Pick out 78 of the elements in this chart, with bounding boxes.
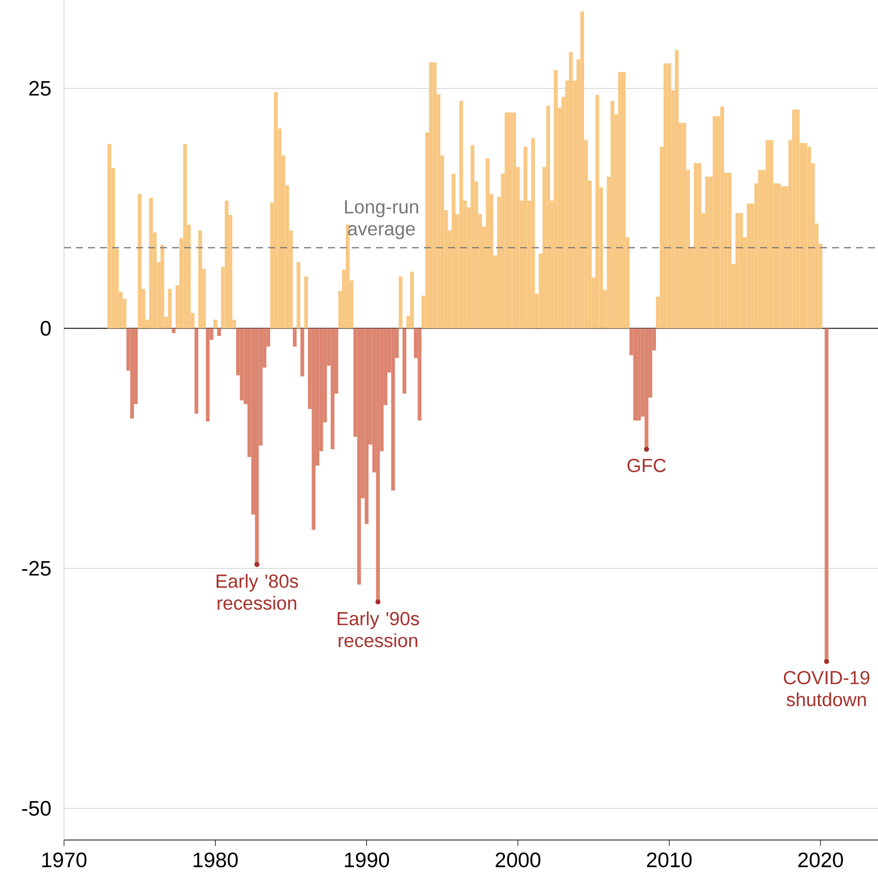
bar — [130, 328, 134, 419]
bar — [682, 122, 686, 328]
bar — [304, 276, 308, 328]
bar — [486, 158, 490, 328]
bar — [580, 12, 584, 328]
bar — [504, 112, 508, 328]
bar — [149, 198, 153, 328]
bar — [240, 328, 244, 400]
bar — [429, 62, 433, 328]
bar — [296, 262, 300, 328]
bar — [508, 112, 512, 328]
bar — [712, 116, 716, 328]
bar — [398, 276, 403, 328]
y-tick-label: 25 — [29, 80, 51, 96]
bar — [346, 224, 350, 328]
bar — [720, 106, 724, 328]
y-tick-label: -25 — [22, 560, 51, 576]
x-tick-label: 2020 — [798, 852, 843, 868]
bar — [803, 143, 808, 328]
x-tick-label: 1970 — [42, 852, 86, 868]
bar — [746, 204, 751, 328]
bar — [674, 50, 679, 328]
annotation: COVID-19 shutdown — [784, 670, 870, 706]
bar — [402, 328, 406, 394]
x-tick-label: 2000 — [496, 852, 540, 868]
bar — [432, 62, 437, 328]
bar — [364, 328, 368, 524]
annotation: Early '80s recession — [216, 574, 298, 610]
bar — [796, 109, 800, 328]
x-tick-label: 1990 — [344, 852, 390, 868]
bar — [664, 63, 668, 328]
y-tick-label: 0 — [40, 320, 51, 336]
bar — [698, 163, 702, 328]
bar — [194, 328, 198, 414]
bar — [108, 144, 112, 328]
annotation: Early '90s recession — [338, 611, 420, 648]
bar — [512, 112, 516, 328]
bar — [410, 272, 414, 328]
bar — [452, 174, 456, 328]
bar — [418, 328, 422, 420]
bar — [554, 70, 558, 328]
bar — [198, 230, 202, 328]
bar — [274, 92, 278, 328]
bar — [183, 144, 187, 328]
bar — [470, 144, 474, 328]
annotation: GFC — [627, 458, 666, 472]
bar — [213, 320, 218, 328]
bar — [780, 186, 785, 328]
bar — [769, 140, 774, 328]
bar — [160, 244, 164, 328]
bar — [633, 328, 638, 420]
y-tick-label: -50 — [22, 800, 51, 816]
x-tick-label: 2010 — [646, 852, 692, 868]
x-tick-label: 1980 — [194, 852, 238, 868]
bar — [459, 100, 464, 328]
bar — [330, 328, 334, 450]
bar — [168, 288, 172, 328]
bar — [312, 328, 316, 530]
bar — [595, 95, 600, 328]
bar — [357, 328, 361, 585]
bar — [391, 328, 395, 491]
bar — [300, 328, 304, 376]
bar — [206, 328, 210, 422]
bar — [138, 194, 142, 328]
bar — [224, 200, 229, 328]
bar — [568, 52, 573, 328]
bar — [694, 163, 698, 328]
bar — [807, 146, 812, 328]
bar — [728, 172, 732, 328]
bar — [217, 328, 221, 336]
bar — [735, 213, 740, 328]
bar — [667, 63, 672, 328]
bar — [610, 100, 614, 328]
bar — [531, 138, 535, 328]
bar — [524, 146, 528, 328]
bar — [546, 106, 550, 328]
bar — [292, 328, 297, 347]
bar — [622, 72, 626, 328]
